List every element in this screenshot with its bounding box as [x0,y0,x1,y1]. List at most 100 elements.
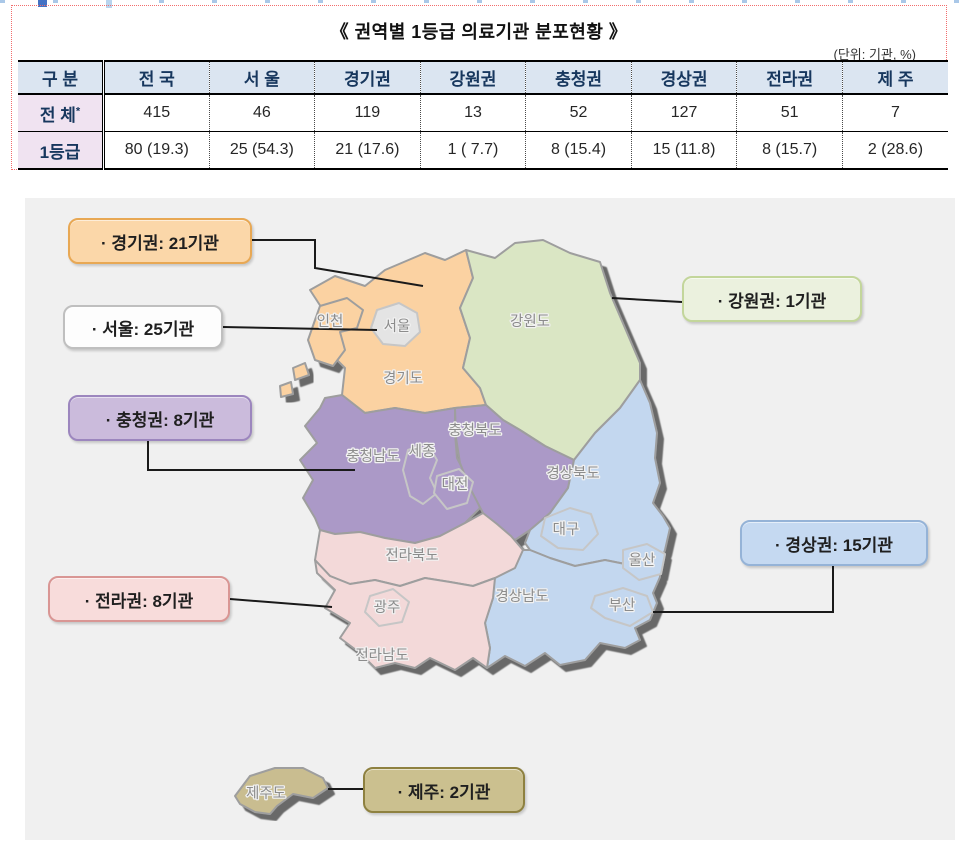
ruler-tick [265,0,270,3]
jeju-group [234,767,329,815]
ruler-tick [106,0,112,8]
region-ulsan [622,543,666,581]
unit-note: (단위: 기관, %) [833,47,916,62]
table-cell: 13 [419,94,526,132]
callout-jeju: · 제주: 2기관 [363,767,525,813]
ruler-tick [318,0,323,3]
map-label: 서울 [384,318,411,335]
ruler-tick [795,0,800,3]
ruler-tick [53,0,58,3]
table-cell: 415 [103,94,210,132]
map-label: 대구 [553,521,580,538]
ruler [0,0,976,10]
region-chungbuk [454,404,575,541]
callout-label: · 서울: 25기관 [91,319,195,339]
column-header: 전라권 [736,61,843,95]
map-label: 전라북도 [385,547,438,564]
ruler-tick [530,0,535,3]
map-label: 울산 [629,552,656,569]
map-label: 경기도 [383,370,423,387]
column-header: 강원권 [419,61,526,95]
table-cell: 21 (17.6) [314,131,421,169]
table-cell: 2 (28.6) [841,131,948,169]
ruler-tick [742,0,747,3]
callout-seoul: · 서울: 25기관 [63,305,223,349]
ruler-tick [583,0,588,3]
ruler-tick [371,0,376,3]
ruler-tab-marker [38,0,47,7]
map-label: 강원도 [510,313,550,330]
table-cell: 80 (19.3) [103,131,210,169]
table-cell: 46 [208,94,315,132]
ruler-tick [848,0,853,3]
connector-seoul [222,326,378,331]
callout-label: · 강원권: 1기관 [717,291,827,311]
table-cell: 119 [314,94,421,132]
connector-gyeongsang [653,566,834,613]
callout-chungcheong: · 충청권: 8기관 [68,395,252,441]
ruler-tick [954,0,959,3]
title-frame: 《 권역별 1등급 의료기관 분포현황 》 (단위: 기관, %) [11,5,947,170]
table-row: 전 체* 415 46 119 13 52 127 51 7 [18,94,948,132]
ruler-tick [689,0,694,3]
ruler-tick [212,0,217,3]
table-cell: 15 (11.8) [630,131,737,169]
region-busan [590,587,654,627]
region-jeju [234,767,329,815]
map-label: 충청남도 [346,448,399,465]
column-header: 제 주 [841,61,948,95]
callout-jeolla: · 전라권: 8기관 [48,576,230,622]
ruler-tick [477,0,482,3]
connector-lines [147,239,834,790]
map-label: 세종 [409,443,436,460]
island [279,381,294,398]
map-label: 전라남도 [355,647,408,664]
region-incheon [307,297,364,367]
column-header: 경상권 [630,61,737,95]
column-header: 충청권 [525,61,632,95]
mainland-group [299,239,671,671]
callout-label: · 충청권: 8기관 [105,410,215,430]
connector-jeolla [229,598,333,608]
table-cell: 51 [736,94,843,132]
connector-gyeonggi [252,239,424,287]
map-label: 경상북도 [546,465,599,482]
table-cell: 25 (54.3) [208,131,315,169]
table-body: 전 체* 415 46 119 13 52 127 51 7 1등급 80 (19.3) 25 (54… [18,94,948,169]
map-label: 제주도 [246,785,286,802]
incheon-islands-group [279,362,310,398]
column-header: 서 울 [208,61,315,95]
row-label: 1등급 [18,131,105,169]
connector-gangwon [611,297,683,303]
ruler-tick [636,0,641,3]
callout-label: · 전라권: 8기관 [84,591,194,611]
column-header: 전 국 [103,61,210,95]
callout-label: · 제주: 2기관 [397,782,491,802]
ruler-tick [0,0,5,3]
callout-gyeonggi: · 경기권: 21기관 [68,218,252,264]
table-cell: 8 (15.7) [736,131,843,169]
table-row: 1등급 80 (19.3) 25 (54.3) 21 (17.6) 1 ( 7.7) 8 … [18,131,948,169]
region-daegu [540,507,599,551]
region-daejeon [433,468,474,510]
table-cell: 7 [841,94,948,132]
map-label: 대전 [442,476,469,493]
map-label: 충청북도 [448,422,501,439]
region-gwangju [364,588,410,627]
island [292,362,310,381]
column-header: 구 분 [18,61,105,95]
map-label: 광주 [374,599,401,616]
callout-gyeongsang: · 경상권: 15기관 [740,520,928,566]
connector-chungcheong [147,441,355,471]
map-label: 부산 [609,597,636,614]
table-cell: 52 [525,94,632,132]
ruler-tick [159,0,164,3]
page-title: 《 권역별 1등급 의료기관 분포현황 》 [330,22,628,42]
table-cell: 127 [630,94,737,132]
table-cell: 8 (15.4) [525,131,632,169]
ruler-tick [424,0,429,3]
callout-label: · 경기권: 21기관 [101,233,219,253]
